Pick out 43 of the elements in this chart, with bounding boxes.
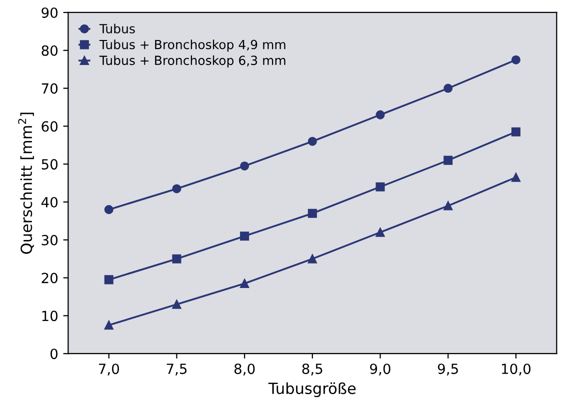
point <box>308 136 317 146</box>
point <box>511 55 520 64</box>
point <box>308 254 317 264</box>
y-tick-label: 0 <box>50 348 58 360</box>
x-axis-title: Tubusgröße <box>268 382 356 398</box>
x-tick-label: 8,0 <box>234 364 255 376</box>
y-tick-label: 70 <box>42 83 58 94</box>
point <box>104 320 114 330</box>
point <box>511 172 520 182</box>
y-tick-label: 60 <box>42 121 58 132</box>
y-tick-label: 10 <box>42 310 58 322</box>
y-tick-label: 20 <box>42 272 58 284</box>
point <box>444 84 453 93</box>
point <box>240 278 250 288</box>
y-tick-label: 30 <box>42 234 58 246</box>
legend-label: Tubus <box>99 24 135 34</box>
point <box>511 127 520 136</box>
point <box>376 182 385 192</box>
y-tick-label: 80 <box>42 45 58 56</box>
point <box>240 232 250 241</box>
legend-label: Tubus + Bronchoskop 4,9 mm <box>99 40 286 52</box>
point <box>444 201 453 210</box>
x-tick-label: 9,5 <box>438 364 458 376</box>
point <box>444 156 453 165</box>
point <box>240 161 250 170</box>
x-tick-label: 10,0 <box>502 364 530 376</box>
y-tick-label: 50 <box>42 159 58 170</box>
x-tick-label: 7,5 <box>166 364 187 376</box>
y-tick-label: 40 <box>41 196 58 208</box>
point <box>376 228 385 237</box>
point <box>172 184 182 194</box>
x-tick-label: 9,0 <box>370 364 390 376</box>
legend-label: Tubus + Bronchoskop 6,3 mm <box>99 55 286 68</box>
point <box>104 275 114 284</box>
point <box>104 205 114 214</box>
x-tick-label: 8,5 <box>302 364 322 376</box>
point <box>308 208 317 218</box>
point <box>376 110 385 120</box>
y-axis-title: Querschnitt [mm$^{2}$] <box>18 112 34 254</box>
x-tick-label: 7,0 <box>98 364 119 376</box>
point <box>172 300 182 309</box>
point <box>172 254 182 264</box>
y-tick-label: 90 <box>42 7 58 18</box>
